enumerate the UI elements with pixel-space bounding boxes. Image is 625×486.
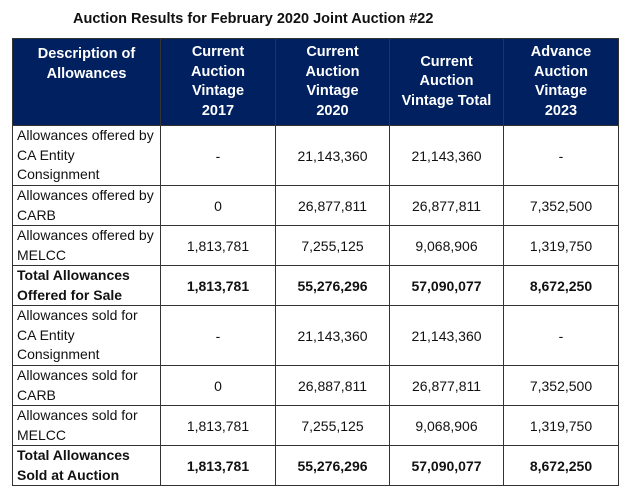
description-cell: Total Allowances Offered for Sale xyxy=(12,265,161,306)
vintage-2023-cell: 1,319,750 xyxy=(503,225,619,266)
description-cell: Allowances offered by MELCC xyxy=(12,225,161,266)
table-title: Auction Results for February 2020 Joint … xyxy=(73,11,434,27)
vintage-2023-cell: - xyxy=(503,305,619,366)
vintage-2023-cell: 1,319,750 xyxy=(503,405,619,446)
vintage-2017-cell: 0 xyxy=(160,365,276,406)
vintage-2020-cell: 7,255,125 xyxy=(275,225,390,266)
vintage-total-cell: 57,090,077 xyxy=(389,265,504,306)
vintage-2017-cell: 1,813,781 xyxy=(160,225,276,266)
table-row: Allowances offered by MELCC 1,813,781 7,25… xyxy=(12,225,619,266)
description-cell: Allowances offered by CARB xyxy=(12,185,161,226)
vintage-2017-cell: 0 xyxy=(160,185,276,226)
vintage-total-cell: 9,068,906 xyxy=(389,225,504,266)
vintage-2023-cell: 8,672,250 xyxy=(503,265,619,306)
vintage-2020-cell: 26,887,811 xyxy=(275,365,390,406)
vintage-2020-cell: 26,877,811 xyxy=(275,185,390,226)
vintage-total-cell: 21,143,360 xyxy=(389,125,504,186)
header-vintage-total: Current Auction Vintage Total xyxy=(389,38,504,126)
header-vintage-2020: Current Auction Vintage 2020 xyxy=(275,38,390,126)
vintage-2017-cell: - xyxy=(160,125,276,186)
table-row: Allowances sold for MELCC 1,813,781 7,255,… xyxy=(12,405,619,446)
vintage-2023-cell: 7,352,500 xyxy=(503,365,619,406)
header-row: Description of Allowances Current Auctio… xyxy=(12,38,619,126)
total-row: Total Allowances Offered for Sale 1,813,7… xyxy=(12,265,619,306)
vintage-2020-cell: 7,255,125 xyxy=(275,405,390,446)
vintage-2020-cell: 21,143,360 xyxy=(275,305,390,366)
description-cell: Total Allowances Sold at Auction xyxy=(12,445,161,486)
description-cell: Allowances sold for MELCC xyxy=(12,405,161,446)
vintage-total-cell: 57,090,077 xyxy=(389,445,504,486)
vintage-total-cell: 21,143,360 xyxy=(389,305,504,366)
vintage-2020-cell: 55,276,296 xyxy=(275,265,390,306)
header-vintage-2017: Current Auction Vintage 2017 xyxy=(160,38,276,126)
vintage-2017-cell: 1,813,781 xyxy=(160,445,276,486)
table-row: Allowances offered by CA Entity Consignm… xyxy=(12,125,619,186)
vintage-2017-cell: 1,813,781 xyxy=(160,265,276,306)
description-cell: Allowances sold for CARB xyxy=(12,365,161,406)
total-row: Total Allowances Sold at Auction 1,813,78… xyxy=(12,445,619,486)
vintage-total-cell: 26,877,811 xyxy=(389,365,504,406)
vintage-2023-cell: 7,352,500 xyxy=(503,185,619,226)
auction-results-table: Description of Allowances Current Auctio… xyxy=(12,38,619,486)
vintage-2020-cell: 21,143,360 xyxy=(275,125,390,186)
vintage-total-cell: 9,068,906 xyxy=(389,405,504,446)
description-cell: Allowances sold for CA Entity Consignmen… xyxy=(12,305,161,366)
header-description: Description of Allowances xyxy=(12,38,161,126)
table-row: Allowances sold for CA Entity Consignmen… xyxy=(12,305,619,366)
vintage-2023-cell: - xyxy=(503,125,619,186)
vintage-2020-cell: 55,276,296 xyxy=(275,445,390,486)
table-row: Allowances offered by CARB 0 26,877,811 26,… xyxy=(12,185,619,226)
vintage-2023-cell: 8,672,250 xyxy=(503,445,619,486)
vintage-2017-cell: 1,813,781 xyxy=(160,405,276,446)
table-row: Allowances sold for CARB 0 26,887,811 26,87… xyxy=(12,365,619,406)
description-cell: Allowances offered by CA Entity Consignm… xyxy=(12,125,161,186)
header-vintage-2023: Advance Auction Vintage 2023 xyxy=(503,38,619,126)
vintage-total-cell: 26,877,811 xyxy=(389,185,504,226)
vintage-2017-cell: - xyxy=(160,305,276,366)
